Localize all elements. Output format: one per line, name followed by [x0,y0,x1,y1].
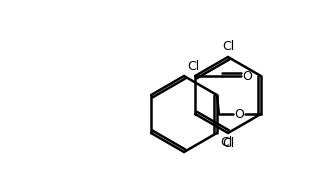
Text: Cl: Cl [222,137,234,150]
Text: O: O [242,70,252,83]
Text: Cl: Cl [220,136,232,149]
Text: Cl: Cl [187,60,199,73]
Text: Cl: Cl [222,40,234,53]
Text: O: O [234,108,244,121]
